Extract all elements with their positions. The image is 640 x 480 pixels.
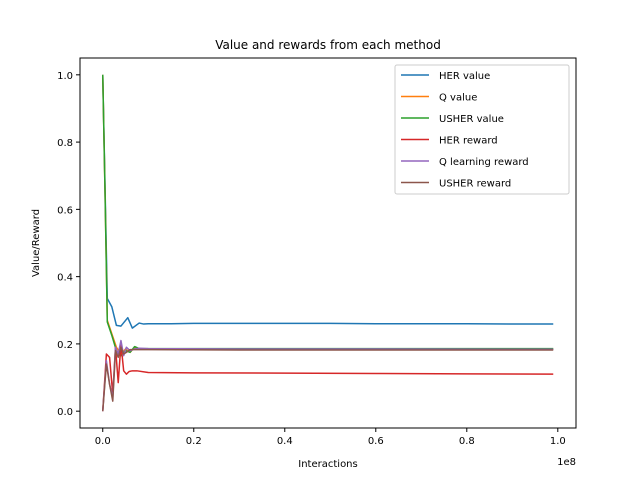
x-tick-label: 0.6 <box>368 436 384 447</box>
y-tick-label: 0.2 <box>57 340 73 351</box>
legend-label-0: HER value <box>439 71 490 82</box>
series-line-0 <box>102 74 554 329</box>
x-tick-label: 0.2 <box>186 436 202 447</box>
chart-title: Value and rewards from each method <box>215 38 441 52</box>
x-axis-offset-label: 1e8 <box>557 457 576 468</box>
legend-label-1: Q value <box>439 93 477 104</box>
axes-frame <box>79 57 577 429</box>
legend-box <box>394 64 570 195</box>
y-tick-label: 0.4 <box>57 273 73 284</box>
legend-label-3: HER reward <box>439 136 498 147</box>
x-tick-label: 0.0 <box>95 436 111 447</box>
legend-label-5: USHER reward <box>439 179 511 190</box>
legend: HER value Q value USHER value HER reward Q l… <box>394 64 570 195</box>
y-tick-label: 0.6 <box>57 205 73 216</box>
x-tick-label: 0.8 <box>459 436 475 447</box>
plot-area <box>102 74 554 412</box>
y-tick-label: 0.8 <box>57 138 73 149</box>
series-line-3 <box>102 343 554 412</box>
y-axis-title: Value/Reward <box>31 209 42 277</box>
x-tick-label: 0.4 <box>277 436 293 447</box>
y-tick-label: 0.0 <box>57 407 73 418</box>
axis-ticks: 0.0 0.2 0.4 0.6 0.8 1.0 0.0 0.2 0.4 0.6 0.8 1.0 <box>57 71 566 447</box>
y-tick-label: 1.0 <box>57 71 73 82</box>
legend-label-2: USHER value <box>439 114 504 125</box>
series-line-5 <box>102 346 554 412</box>
x-tick-label: 1.0 <box>550 436 566 447</box>
legend-label-4: Q learning reward <box>439 157 529 168</box>
x-axis-title: Interactions <box>298 459 357 470</box>
